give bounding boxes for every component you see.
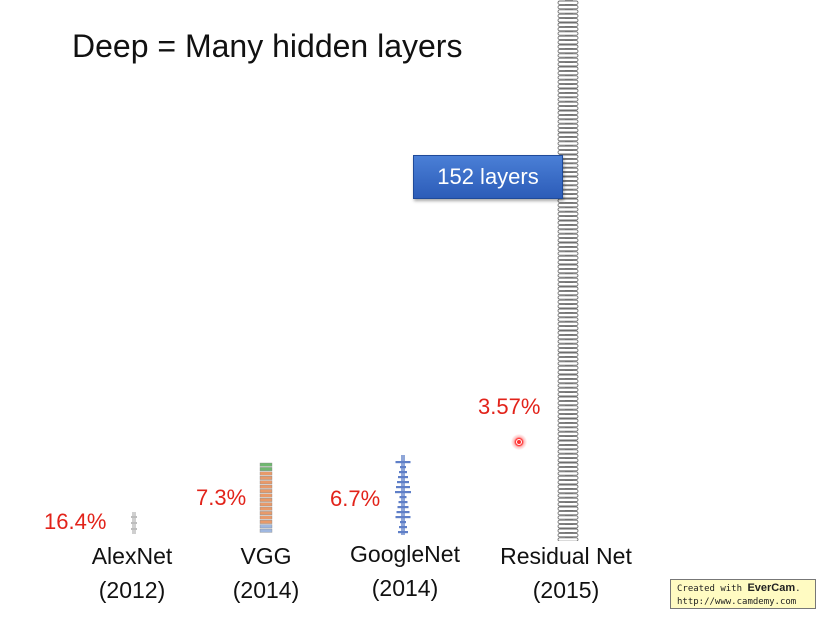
network-year: (2012): [98, 577, 166, 603]
pointer-indicator: [511, 434, 527, 450]
network-year: (2015): [532, 577, 600, 603]
googlenet-label: GoogleNet (2014): [340, 537, 470, 605]
watermark-url: http://www.camdemy.com: [677, 597, 797, 607]
network-year: (2014): [371, 575, 439, 601]
residual-net-error-rate: 3.57%: [478, 394, 541, 419]
watermark-brand: EverCam: [747, 582, 796, 594]
network-name: AlexNet: [91, 543, 173, 569]
residual-net-label: Residual Net (2015): [490, 539, 642, 607]
residual-net-layer-diagram: [557, 0, 579, 541]
googlenet-layer-diagram: [395, 455, 411, 535]
network-name: VGG: [240, 543, 292, 569]
googlenet-error-rate: 6.7%: [330, 486, 381, 511]
alexnet-error-rate: 16.4%: [44, 509, 107, 534]
network-name: Residual Net: [500, 543, 632, 569]
alexnet-layer-diagram: [131, 512, 137, 534]
network-year: (2014): [232, 577, 300, 603]
layer-count-badge: 152 layers: [413, 155, 563, 199]
vgg-layer-diagram: [259, 462, 273, 533]
slide-title: Deep = Many hidden layers: [72, 28, 463, 64]
alexnet-label: AlexNet (2012): [70, 539, 194, 607]
network-name: GoogleNet: [350, 541, 460, 567]
vgg-label: VGG (2014): [206, 539, 326, 607]
watermark: Created with EverCam. http://www.camdemy…: [670, 579, 816, 609]
vgg-error-rate: 7.3%: [196, 485, 247, 510]
